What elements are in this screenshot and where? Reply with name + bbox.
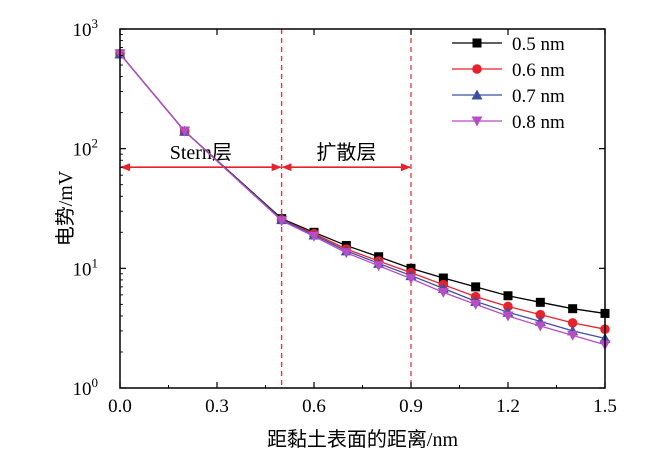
- y-tick-label: 101: [73, 255, 99, 280]
- data-point: [535, 297, 545, 307]
- data-point: [503, 301, 513, 312]
- legend-item: 0.6 nm: [452, 60, 565, 81]
- x-tick-label: 0.3: [205, 396, 229, 417]
- data-point: [567, 330, 579, 341]
- y-tick-label: 103: [73, 16, 99, 41]
- data-point: [308, 231, 320, 242]
- regions-layer: Stern层 扩散层: [120, 29, 412, 388]
- region-label: 扩散层: [316, 141, 376, 164]
- x-tick-label: 1.5: [593, 396, 617, 417]
- x-tick-label: 0.0: [108, 396, 132, 417]
- y-axis-title: 电势/mV: [54, 170, 77, 246]
- data-point: [276, 216, 288, 227]
- legend-marker: [471, 89, 483, 100]
- data-point: [373, 261, 385, 272]
- series-layer: [114, 48, 611, 351]
- plot-frame: [119, 28, 606, 389]
- y-tick-label: 102: [73, 136, 99, 161]
- x-tick-label: 1.2: [496, 396, 520, 417]
- data-point: [340, 248, 352, 259]
- legend-item: 0.7 nm: [452, 86, 565, 107]
- data-point: [502, 311, 514, 322]
- x-tick-label: 0.9: [399, 396, 423, 417]
- data-point: [179, 126, 191, 137]
- data-point: [534, 321, 546, 332]
- x-axis-title: 距黏土表面的距离/nm: [267, 428, 459, 451]
- legend-label: 0.8 nm: [512, 112, 565, 133]
- legend-marker: [472, 64, 482, 74]
- data-point: [471, 282, 481, 292]
- data-point: [470, 299, 482, 310]
- y-tick-label: 100: [73, 375, 99, 400]
- data-point: [438, 273, 448, 283]
- axes-layer: 0.0 0.3 0.6 0.9 1.2 1.5 100 101 102 103 距黏土表面的距离/n…: [54, 16, 617, 451]
- data-point: [568, 304, 578, 314]
- region-label: Stern层: [170, 142, 232, 164]
- data-point: [567, 318, 578, 328]
- data-point: [503, 291, 513, 301]
- data-point: [535, 309, 546, 320]
- legend-label: 0.7 nm: [512, 86, 565, 107]
- legend-label: 0.5 nm: [512, 34, 565, 55]
- legend-item: 0.8 nm: [452, 112, 565, 133]
- x-tick-label: 0.6: [302, 396, 326, 417]
- legend-marker: [471, 116, 483, 127]
- legend-label: 0.6 nm: [512, 60, 565, 81]
- legend-item: 0.5 nm: [452, 34, 565, 55]
- data-point: [405, 274, 417, 285]
- legend: 0.5 nm 0.6 nm 0.7 nm 0.8 nm: [452, 34, 565, 133]
- legend-marker: [472, 38, 482, 48]
- data-point: [437, 287, 449, 298]
